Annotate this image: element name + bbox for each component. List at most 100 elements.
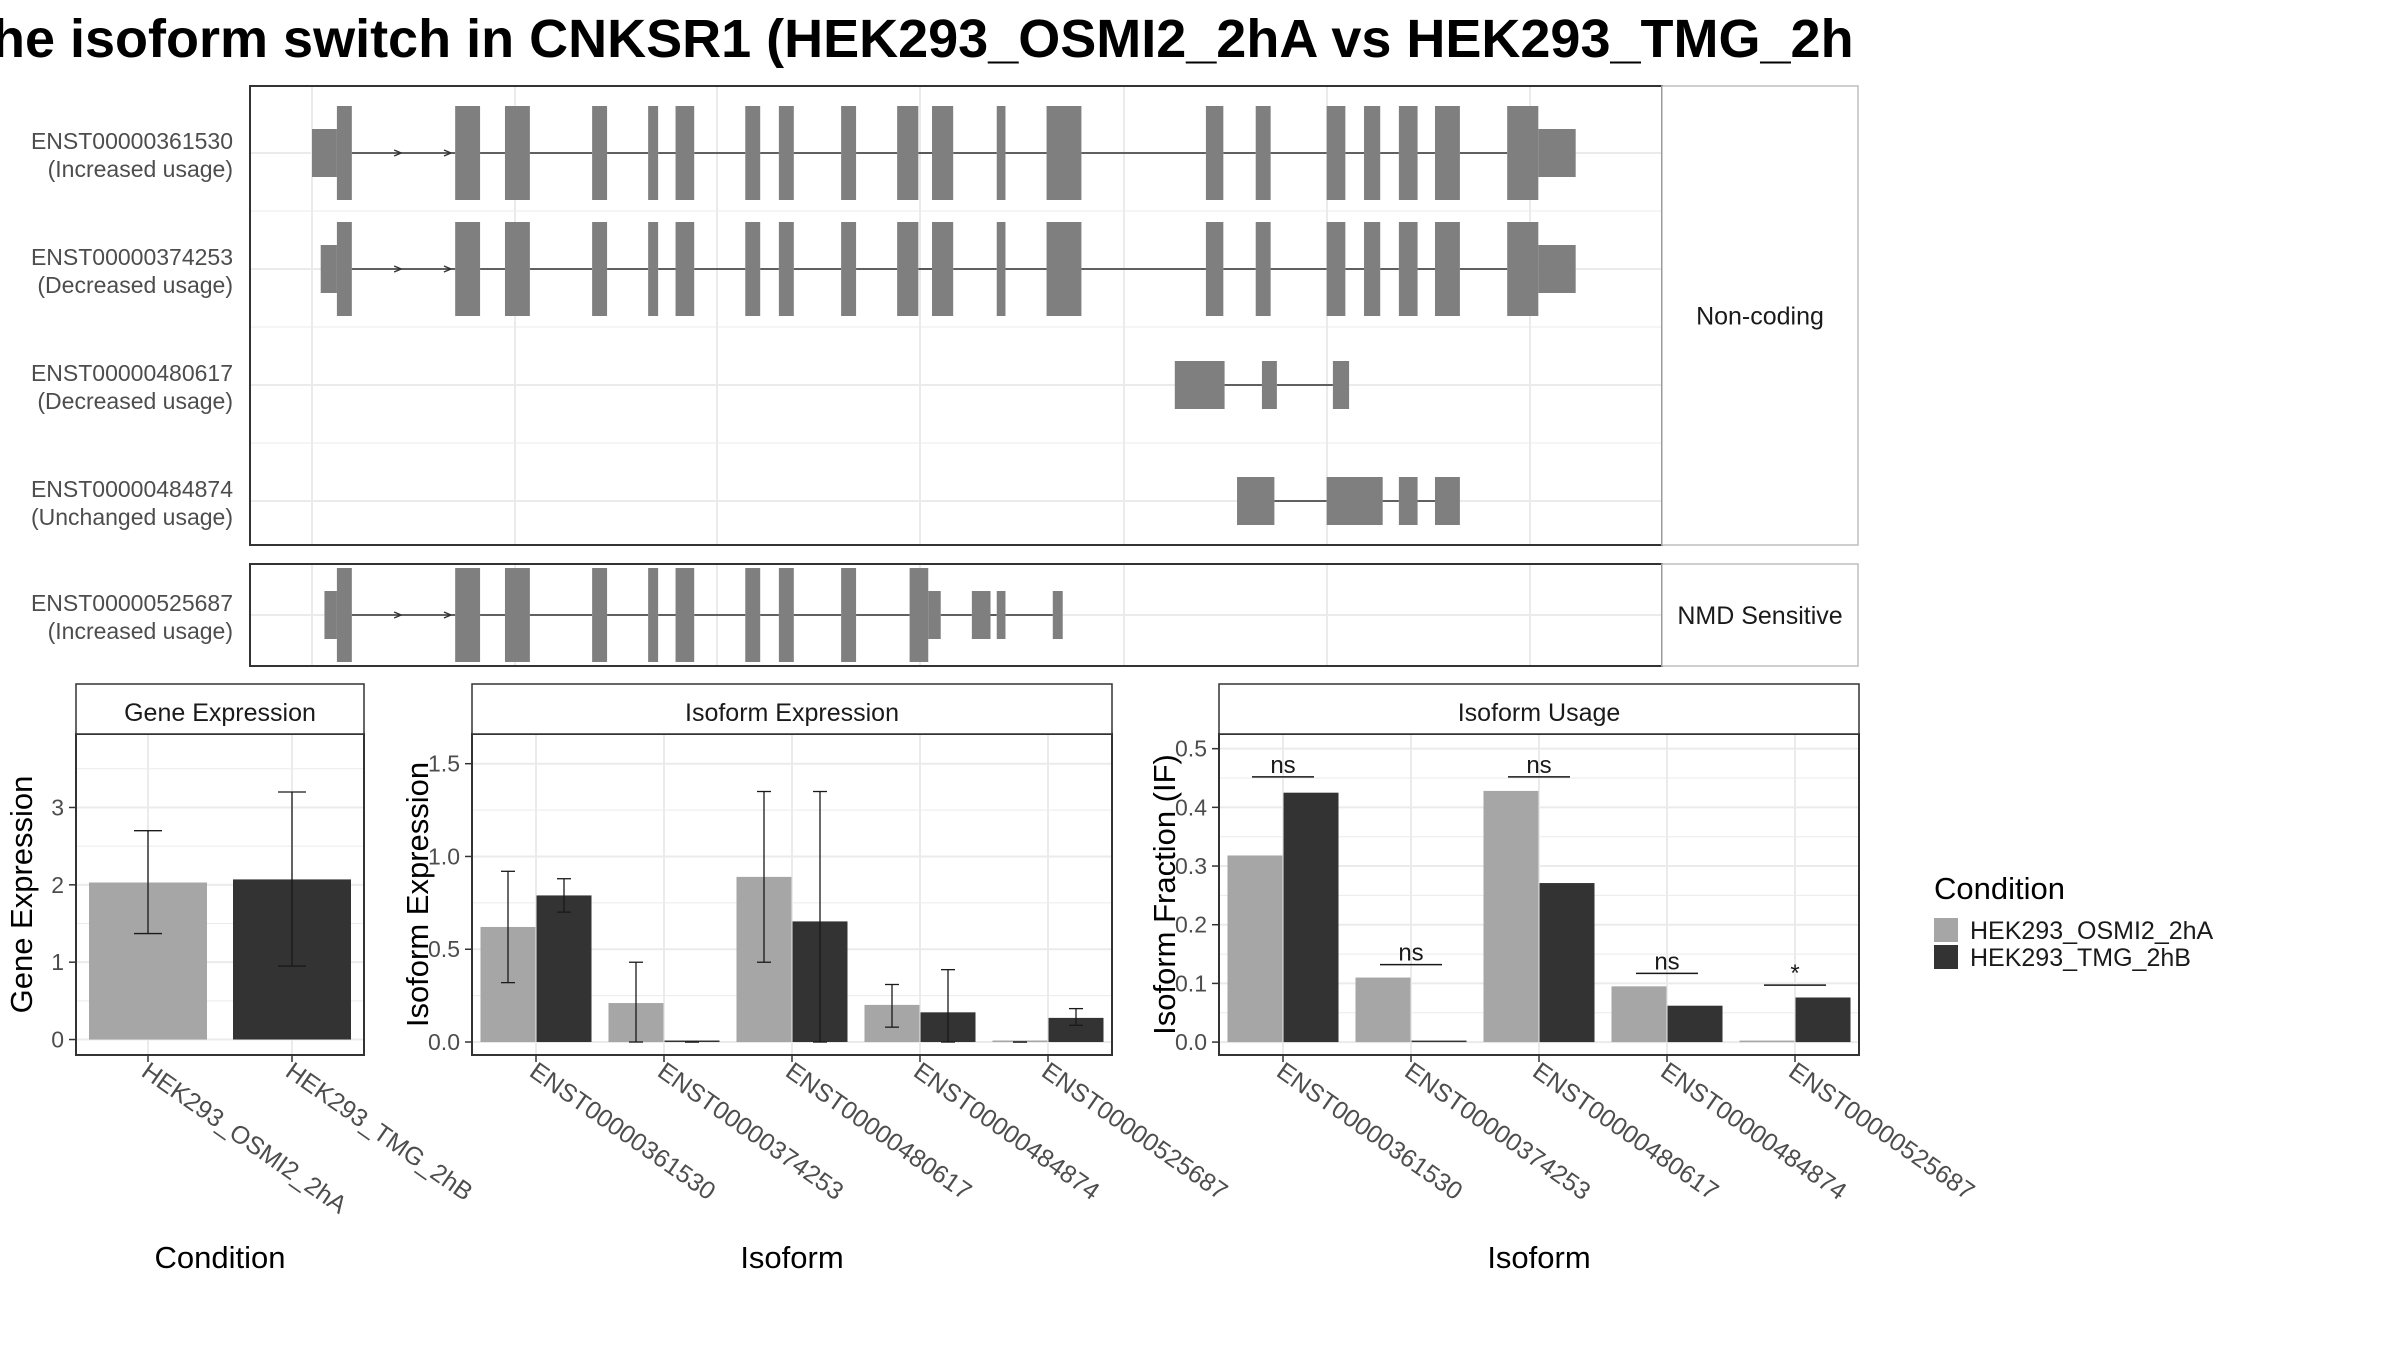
panel-title: Isoform Expression: [685, 699, 899, 727]
exon-block: [648, 568, 659, 662]
legend-swatch: [1934, 918, 1958, 942]
bar: [1227, 855, 1283, 1043]
transcript-id-label: ENST00000361530: [31, 128, 233, 154]
bar: [1283, 792, 1339, 1043]
exon-block: [336, 222, 352, 316]
exon-block: [996, 222, 1006, 316]
exon-block: [1261, 361, 1277, 409]
y-tick-label: 0.1: [1175, 970, 1207, 996]
transcript-track: [324, 568, 1063, 662]
structure-facet: ENST00000525687(Increased usage) NMD Sens…: [31, 563, 1859, 667]
exon-block: [1364, 106, 1381, 200]
significance-label: ns: [1398, 940, 1423, 967]
y-tick-label: 0.5: [428, 936, 460, 962]
exon-block: [675, 568, 695, 662]
facet-strip-label: NMD Sensitive: [1677, 602, 1842, 630]
exon-block: [675, 222, 695, 316]
exon-block: [1434, 106, 1460, 200]
exon-block: [897, 222, 919, 316]
facet-strip: [1661, 85, 1859, 546]
exon-block: [592, 222, 608, 316]
exon-block: [1237, 477, 1275, 525]
transcript-track: [312, 106, 1576, 200]
significance-label: ns: [1526, 752, 1551, 779]
exon-block: [778, 106, 794, 200]
transcript-track: [1174, 361, 1350, 409]
transcript-usage-label: (Increased usage): [48, 618, 233, 644]
y-tick-label: 0.0: [428, 1029, 460, 1055]
significance-label: ns: [1270, 752, 1295, 779]
y-tick-label: 0.0: [1175, 1029, 1207, 1055]
exon-block: [324, 591, 337, 639]
figure-title: he isoform switch in CNKSR1 (HEK293_OSMI…: [0, 9, 1854, 69]
exon-block: [778, 568, 794, 662]
y-tick-label: 3: [51, 794, 64, 820]
bar: [1795, 997, 1851, 1043]
exon-block: [897, 106, 919, 200]
transcript-track: [320, 222, 1576, 316]
exon-block: [1398, 477, 1418, 525]
exon-block: [1538, 129, 1576, 177]
x-axis-title: Condition: [155, 1240, 286, 1275]
bar: [1739, 1040, 1795, 1043]
exon-block: [1332, 361, 1350, 409]
exon-block: [1174, 361, 1225, 409]
exon-block: [455, 222, 481, 316]
bar: [1411, 1040, 1467, 1043]
direction-arrow: [443, 265, 453, 273]
x-axis-title: Isoform: [1487, 1240, 1590, 1275]
direction-arrow: [393, 149, 403, 157]
exon-block: [504, 222, 530, 316]
y-tick-label: 1: [51, 949, 64, 975]
exon-block: [504, 106, 530, 200]
exon-block: [1255, 106, 1271, 200]
exon-block: [745, 568, 761, 662]
exon-block: [1046, 222, 1082, 316]
y-axis-title: Gene Expression: [4, 776, 39, 1014]
legend-swatch: [1934, 945, 1958, 969]
exon-block: [909, 568, 929, 662]
bar-panel: 0.0 0.1 0.2 0.3 0.4 0.5 ns ns ns ns * Isoform Usage…: [1147, 683, 1980, 1275]
exon-block: [320, 245, 337, 293]
exon-block: [1434, 222, 1460, 316]
legend-item-label: HEK293_TMG_2hB: [1970, 944, 2191, 972]
significance-label: *: [1790, 960, 1799, 987]
transcript-id-label: ENST00000525687: [31, 590, 233, 616]
exon-block: [455, 568, 481, 662]
y-tick-label: 1.5: [428, 751, 460, 777]
exon-block: [841, 106, 857, 200]
exon-block: [1507, 222, 1539, 316]
y-tick-label: 0.5: [1175, 736, 1207, 762]
transcript-id-label: ENST00000484874: [31, 476, 233, 502]
structure-facet: ENST00000361530(Increased usage) ENST0000…: [31, 85, 1859, 546]
panel-title: Gene Expression: [124, 699, 316, 727]
panel-strip: [75, 683, 365, 735]
exon-block: [932, 106, 954, 200]
exon-block: [336, 106, 352, 200]
exon-block: [504, 568, 530, 662]
exon-block: [592, 106, 608, 200]
exon-block: [745, 222, 761, 316]
exon-block: [1398, 106, 1418, 200]
legend-item-label: HEK293_OSMI2_2hA: [1970, 917, 2214, 945]
exon-block: [1255, 222, 1271, 316]
y-tick-label: 1.0: [428, 843, 460, 869]
exon-block: [648, 222, 659, 316]
exon-block: [455, 106, 481, 200]
transcript-usage-label: (Decreased usage): [37, 388, 233, 414]
transcript-usage-label: (Increased usage): [48, 156, 233, 182]
direction-arrow: [393, 265, 403, 273]
y-tick-label: 0: [51, 1027, 64, 1053]
exon-block: [1364, 222, 1381, 316]
y-tick-label: 2: [51, 872, 64, 898]
transcript-usage-label: (Decreased usage): [37, 272, 233, 298]
bar: [1483, 790, 1539, 1043]
exon-block: [1326, 222, 1346, 316]
panel-strip: [471, 683, 1113, 735]
direction-arrow: [443, 611, 453, 619]
exon-block: [996, 106, 1006, 200]
exon-block: [841, 568, 857, 662]
exon-block: [1326, 106, 1346, 200]
panel-strip: [1218, 683, 1860, 735]
